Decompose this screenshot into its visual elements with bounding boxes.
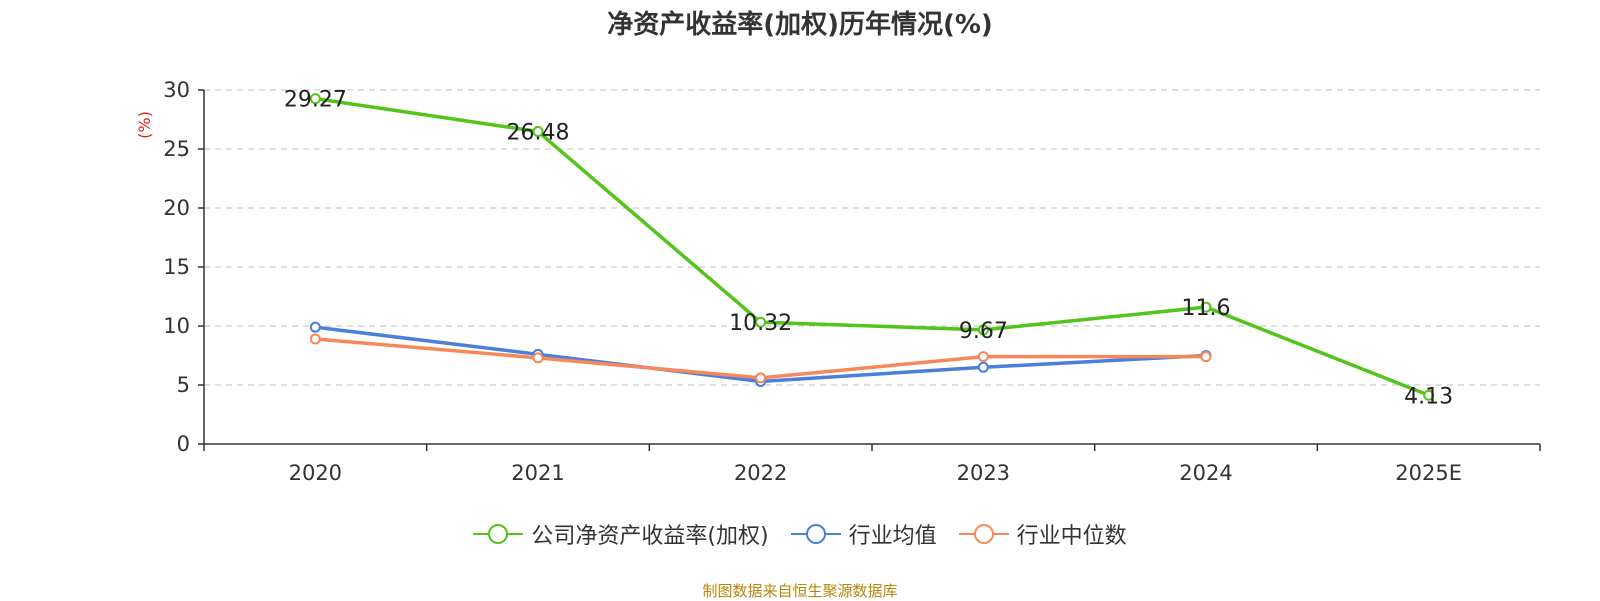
legend-item[interactable]: 行业均值 <box>790 518 937 550</box>
legend-label: 行业中位数 <box>1016 524 1127 549</box>
y-tick-label: 25 <box>163 137 190 161</box>
x-tick-label: 2020 <box>289 461 342 485</box>
grid-lines <box>204 89 1540 386</box>
data-label: 10.32 <box>729 311 792 336</box>
legend-marker-icon <box>790 524 841 544</box>
x-tick-label: 2022 <box>734 461 787 485</box>
data-point <box>532 126 544 138</box>
x-tick-label: 2024 <box>1179 461 1232 485</box>
data-label: 9.67 <box>959 319 1008 344</box>
data-point <box>755 372 767 384</box>
legend-marker-circle <box>805 524 826 544</box>
y-tick-label: 0 <box>177 432 190 456</box>
y-tick-label: 30 <box>163 78 190 102</box>
data-label: 4.13 <box>1404 384 1453 409</box>
legend: 公司净资产收益率(加权) 行业均值 行业中位数 <box>0 518 1600 550</box>
data-point <box>977 324 989 336</box>
x-tick-label: 2021 <box>511 461 564 485</box>
data-label: 29.27 <box>284 88 347 113</box>
legend-marker-circle <box>973 524 994 544</box>
y-axis-label: (%) <box>135 111 154 139</box>
data-point <box>309 321 321 333</box>
legend-marker-icon <box>473 524 524 544</box>
legend-item[interactable]: 公司净资产收益率(加权) <box>473 518 769 550</box>
y-tick-label: 15 <box>163 255 190 279</box>
chart-title: 净资产收益率(加权)历年情况(%) <box>607 10 993 40</box>
data-label: 11.6 <box>1182 296 1231 321</box>
data-point <box>977 361 989 373</box>
legend-label: 公司净资产收益率(加权) <box>531 524 769 549</box>
legend-label: 行业均值 <box>848 524 937 549</box>
series <box>309 93 1435 401</box>
data-point <box>1200 301 1212 313</box>
series-line <box>315 96 1430 397</box>
y-tick-label: 10 <box>163 314 190 338</box>
x-tick-label: 2025E <box>1395 461 1462 485</box>
data-point <box>532 352 544 364</box>
y-tick-label: 20 <box>163 196 190 220</box>
x-tick-label: 2023 <box>957 461 1010 485</box>
legend-marker-icon <box>958 524 1009 544</box>
legend-item[interactable]: 行业中位数 <box>958 518 1127 550</box>
data-point <box>309 93 321 105</box>
axes: 0 5 10 15 20 25 30 2020 2021 2022 2023 2024 2025E <box>163 78 1541 485</box>
y-tick-label: 5 <box>177 373 190 397</box>
data-label: 26.48 <box>507 121 570 146</box>
data-point <box>1200 351 1212 363</box>
data-labels: 29.27 26.48 10.32 9.67 11.6 4.13 <box>284 88 1453 410</box>
data-point <box>309 333 321 345</box>
source-note: 制图数据来自恒生聚源数据库 <box>702 582 898 600</box>
data-point <box>977 351 989 363</box>
legend-marker-circle <box>488 524 509 544</box>
data-point <box>755 316 767 328</box>
data-point <box>1423 389 1435 401</box>
